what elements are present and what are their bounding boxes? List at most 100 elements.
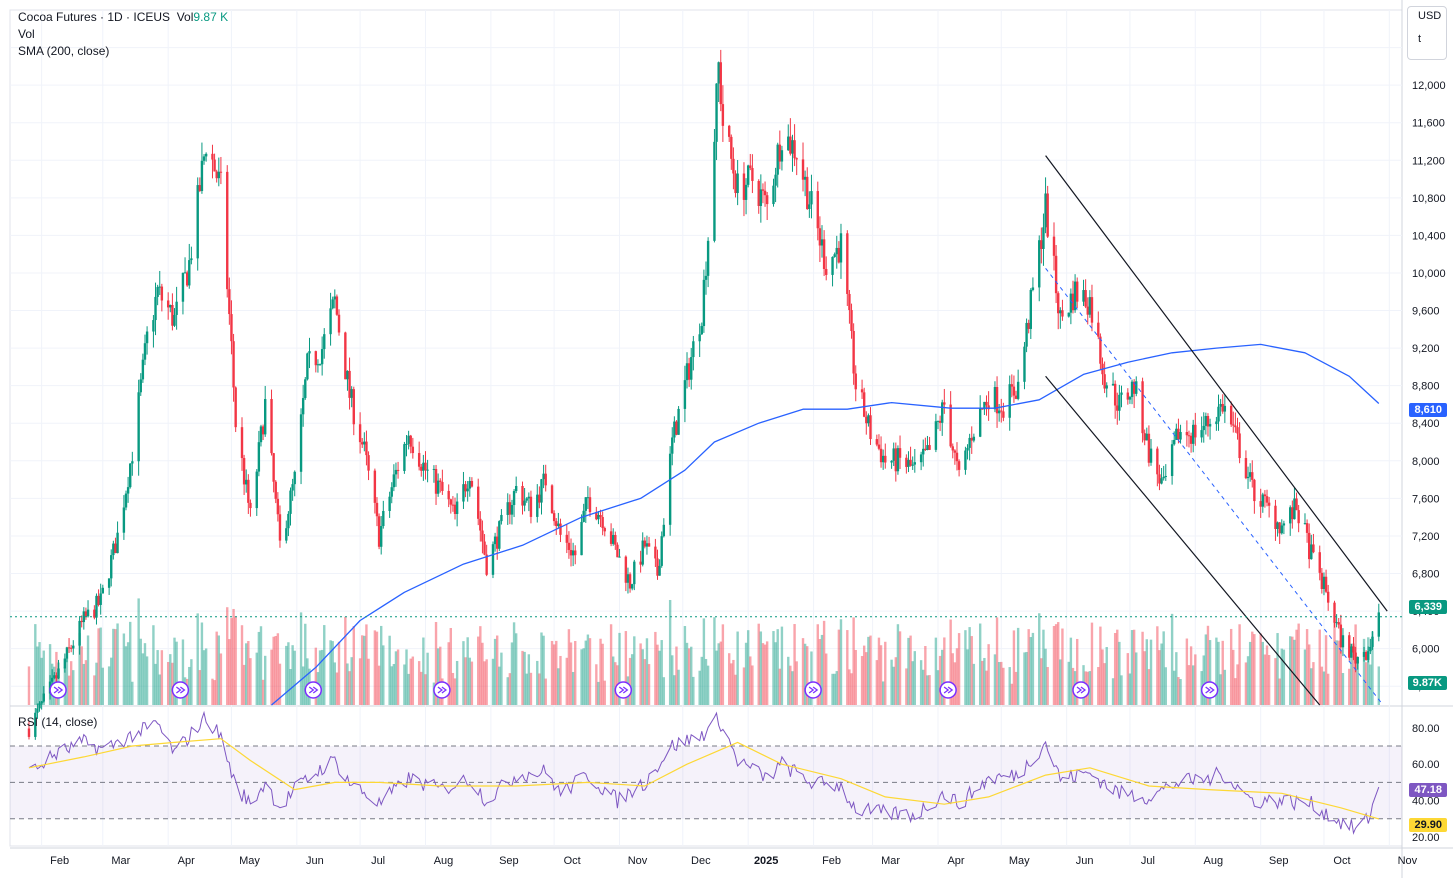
- candle-body: [57, 668, 60, 679]
- volume-bar: [462, 641, 465, 705]
- candle-body: [424, 462, 427, 471]
- candle-body: [112, 543, 115, 556]
- candle-body: [654, 546, 657, 559]
- volume-bar: [1253, 634, 1256, 705]
- volume-bar: [550, 640, 554, 705]
- candle-body: [1128, 397, 1132, 400]
- volume-bar: [335, 672, 339, 705]
- volume-bar: [839, 619, 843, 705]
- volume-bar: [432, 682, 436, 705]
- candle-body: [633, 561, 636, 585]
- time-tick-label: Jun: [306, 855, 324, 867]
- sma-indicator-label[interactable]: SMA (200, close): [18, 44, 110, 58]
- candle-body: [881, 455, 885, 463]
- candle-body: [869, 415, 872, 440]
- volume-bar: [569, 642, 573, 705]
- candle-body: [38, 703, 41, 709]
- candle-body: [175, 301, 178, 315]
- candle-body: [704, 275, 708, 280]
- volume-bar: [905, 668, 908, 705]
- vol-indicator-label[interactable]: Vol: [18, 27, 35, 41]
- candle-body: [985, 401, 988, 406]
- candle-body: [67, 647, 71, 649]
- candle-body: [957, 461, 961, 470]
- candle-body: [1120, 392, 1123, 395]
- candle-body: [396, 469, 400, 471]
- volume-bar: [1274, 658, 1277, 705]
- candle-body: [1282, 523, 1286, 526]
- candle-body: [867, 415, 870, 424]
- candle-body: [449, 499, 452, 505]
- volume-bar: [93, 675, 96, 705]
- candle-body: [565, 534, 568, 543]
- candle-body: [668, 453, 672, 525]
- volume-bar: [449, 627, 452, 705]
- candle-body: [1303, 523, 1307, 525]
- volume-bar: [527, 654, 531, 705]
- volume-bar: [1234, 678, 1237, 705]
- volume-bar: [630, 654, 634, 705]
- volume-bar: [1173, 670, 1176, 705]
- candle-body: [72, 645, 75, 649]
- volume-bar: [145, 656, 149, 705]
- candle-body: [550, 485, 554, 514]
- candle-body: [1310, 544, 1313, 560]
- candle-body: [919, 454, 923, 463]
- candle-body: [141, 359, 145, 380]
- volume-bar: [306, 658, 309, 705]
- candle-body: [997, 410, 1001, 414]
- volume-bar: [493, 638, 497, 705]
- volume-bar: [219, 653, 223, 705]
- candle-body: [732, 158, 735, 174]
- volume-bar: [1280, 648, 1283, 705]
- volume-bar: [1248, 641, 1252, 705]
- candle-body: [40, 701, 43, 704]
- candle-body: [924, 448, 927, 451]
- volume-bar: [1099, 626, 1102, 705]
- candle-body: [926, 445, 929, 451]
- candle-body: [510, 505, 514, 515]
- volume-bar: [365, 624, 368, 705]
- candle-body: [1189, 435, 1193, 444]
- volume-bar: [122, 633, 126, 705]
- candle-body: [1187, 435, 1191, 437]
- candle-body: [1008, 384, 1011, 418]
- currency-unit-selector[interactable]: USD t: [1407, 6, 1447, 60]
- candle-body: [603, 528, 606, 532]
- volume-bar: [677, 669, 680, 705]
- volume-bar: [732, 659, 735, 705]
- candle-body: [943, 402, 946, 405]
- candle-body: [1293, 498, 1296, 520]
- volume-bar: [1042, 629, 1045, 705]
- volume-bar: [744, 642, 748, 705]
- candle-body: [1234, 425, 1237, 428]
- volume-bar: [65, 658, 69, 705]
- candle-body: [818, 228, 822, 246]
- volume-bar: [997, 662, 1001, 705]
- candle-body: [367, 455, 370, 471]
- candle-body: [86, 609, 90, 617]
- volume-bar: [687, 648, 691, 705]
- volume-bar: [525, 673, 528, 705]
- volume-bar: [810, 651, 813, 705]
- candle-body: [850, 310, 853, 331]
- volume-bar: [409, 658, 412, 705]
- volume-bar: [101, 667, 104, 705]
- candle-body: [793, 140, 796, 159]
- volume-bar: [483, 661, 486, 705]
- event-arrow-icon: [176, 686, 186, 694]
- candle-body: [485, 554, 488, 575]
- rsi-indicator-label[interactable]: RSI (14, close): [18, 715, 98, 729]
- volume-bar: [1149, 639, 1153, 705]
- volume-bar: [141, 653, 145, 705]
- volume-bar: [896, 624, 900, 705]
- volume-bar: [1143, 651, 1146, 705]
- candle-body: [1090, 297, 1094, 323]
- volume-bar: [1135, 652, 1138, 705]
- rsi-tick-label: 40.00: [1412, 796, 1440, 808]
- candle-body: [390, 487, 393, 497]
- volume-bar: [390, 666, 393, 705]
- candle-body: [778, 144, 782, 162]
- candle-body: [721, 104, 725, 126]
- volume-bar: [352, 626, 355, 705]
